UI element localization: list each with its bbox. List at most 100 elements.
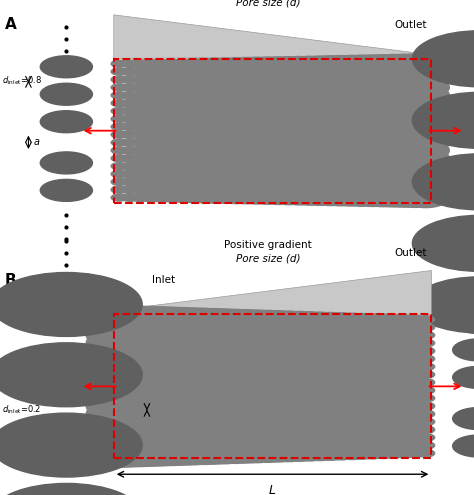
Circle shape [314, 368, 347, 382]
Circle shape [111, 131, 128, 138]
Circle shape [322, 150, 361, 166]
Circle shape [223, 444, 269, 463]
Circle shape [337, 423, 366, 436]
Circle shape [234, 365, 279, 384]
Circle shape [382, 156, 427, 176]
Circle shape [223, 428, 269, 447]
Circle shape [182, 67, 205, 77]
Circle shape [189, 427, 240, 448]
Circle shape [292, 422, 328, 437]
Circle shape [211, 192, 238, 203]
Circle shape [120, 314, 182, 340]
Circle shape [303, 391, 337, 405]
Circle shape [337, 439, 366, 451]
Circle shape [272, 112, 305, 126]
Circle shape [221, 176, 250, 188]
Circle shape [269, 358, 308, 375]
Circle shape [177, 347, 230, 370]
Circle shape [141, 178, 161, 186]
Circle shape [417, 449, 435, 457]
Circle shape [303, 422, 337, 437]
Circle shape [201, 160, 228, 172]
Circle shape [246, 397, 289, 415]
Bar [114, 59, 431, 202]
Circle shape [301, 143, 338, 158]
Circle shape [143, 425, 201, 450]
Circle shape [182, 177, 205, 187]
Circle shape [392, 86, 438, 105]
Circle shape [392, 94, 438, 113]
Circle shape [405, 402, 425, 410]
Circle shape [269, 397, 308, 414]
Circle shape [412, 215, 474, 271]
Circle shape [120, 441, 182, 466]
Circle shape [332, 87, 372, 103]
Circle shape [371, 353, 396, 364]
Circle shape [312, 150, 349, 166]
Circle shape [191, 114, 217, 124]
Circle shape [280, 430, 318, 446]
Circle shape [326, 439, 357, 452]
Circle shape [280, 327, 318, 343]
Circle shape [312, 166, 349, 182]
Circle shape [257, 327, 299, 344]
Circle shape [326, 313, 357, 326]
Circle shape [151, 162, 172, 170]
Circle shape [272, 151, 305, 165]
Circle shape [337, 337, 366, 349]
Circle shape [109, 400, 172, 427]
Circle shape [372, 70, 416, 89]
Circle shape [143, 394, 201, 418]
Circle shape [121, 162, 139, 170]
Circle shape [200, 348, 250, 369]
Circle shape [312, 119, 349, 135]
Circle shape [417, 395, 435, 402]
Circle shape [141, 75, 161, 84]
Circle shape [394, 370, 415, 379]
Circle shape [166, 434, 221, 457]
Circle shape [171, 169, 194, 179]
Circle shape [332, 126, 372, 143]
Circle shape [182, 90, 205, 100]
Circle shape [141, 99, 161, 107]
Circle shape [282, 183, 316, 197]
Circle shape [371, 385, 396, 396]
Circle shape [234, 428, 279, 447]
Circle shape [177, 308, 230, 331]
Circle shape [303, 359, 337, 374]
Circle shape [166, 316, 221, 339]
Circle shape [269, 311, 308, 328]
Circle shape [352, 189, 394, 206]
Circle shape [211, 443, 260, 463]
Circle shape [200, 380, 250, 401]
Circle shape [371, 440, 396, 450]
Circle shape [362, 54, 405, 73]
Circle shape [362, 62, 405, 81]
Circle shape [417, 379, 435, 386]
Circle shape [211, 137, 238, 148]
Circle shape [221, 97, 250, 109]
Circle shape [242, 57, 272, 70]
Circle shape [141, 194, 161, 202]
Circle shape [282, 111, 316, 126]
Circle shape [143, 339, 201, 363]
Circle shape [182, 130, 205, 140]
Circle shape [402, 156, 449, 176]
Circle shape [121, 170, 139, 178]
Circle shape [252, 73, 283, 86]
Circle shape [402, 62, 449, 82]
Circle shape [282, 127, 316, 142]
Circle shape [171, 99, 194, 108]
Circle shape [86, 439, 153, 467]
Circle shape [352, 110, 394, 128]
Circle shape [182, 106, 205, 116]
Circle shape [360, 416, 386, 427]
Circle shape [280, 446, 318, 461]
Circle shape [98, 440, 163, 467]
Circle shape [417, 442, 435, 449]
Circle shape [269, 437, 308, 454]
Circle shape [262, 112, 294, 126]
Circle shape [412, 277, 474, 333]
Circle shape [131, 123, 150, 131]
Circle shape [86, 353, 153, 381]
